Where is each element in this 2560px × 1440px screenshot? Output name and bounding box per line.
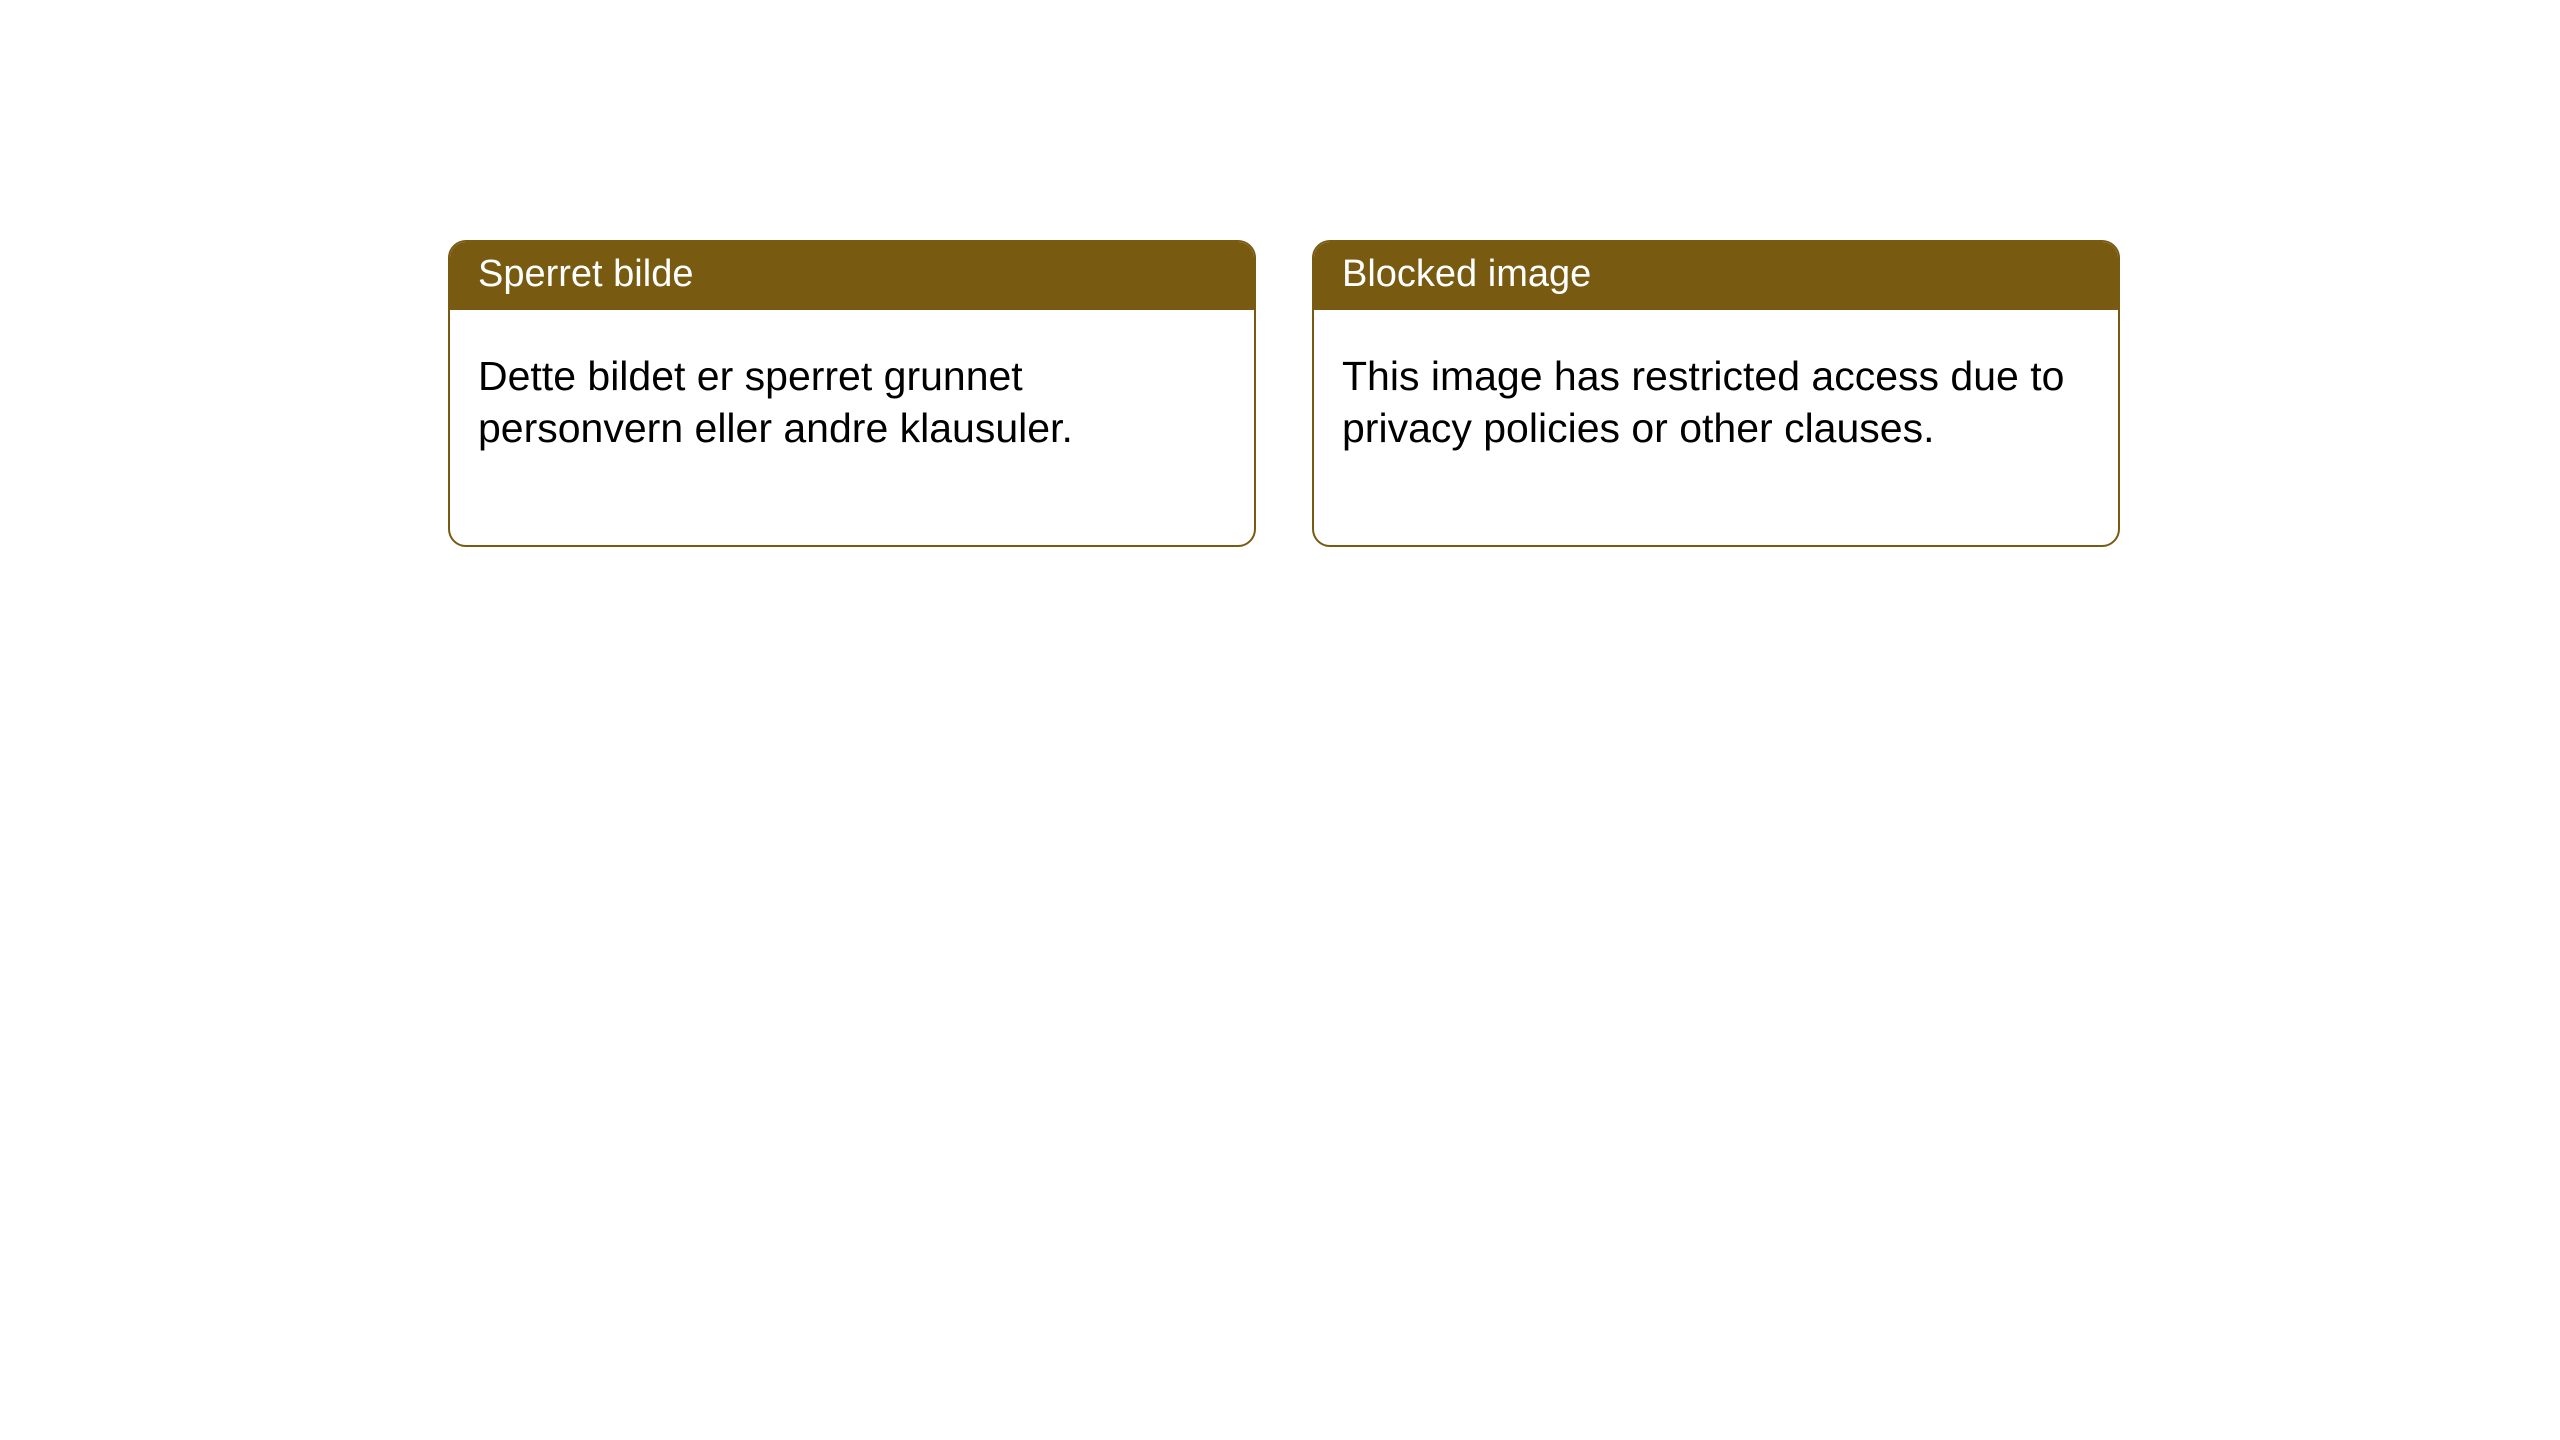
notice-message-english: This image has restricted access due to … — [1314, 310, 2118, 545]
notice-title-english: Blocked image — [1314, 242, 2118, 310]
notice-title-norwegian: Sperret bilde — [450, 242, 1254, 310]
notice-box-english: Blocked image This image has restricted … — [1312, 240, 2120, 547]
notice-container: Sperret bilde Dette bildet er sperret gr… — [0, 0, 2560, 547]
notice-box-norwegian: Sperret bilde Dette bildet er sperret gr… — [448, 240, 1256, 547]
notice-message-norwegian: Dette bildet er sperret grunnet personve… — [450, 310, 1254, 545]
